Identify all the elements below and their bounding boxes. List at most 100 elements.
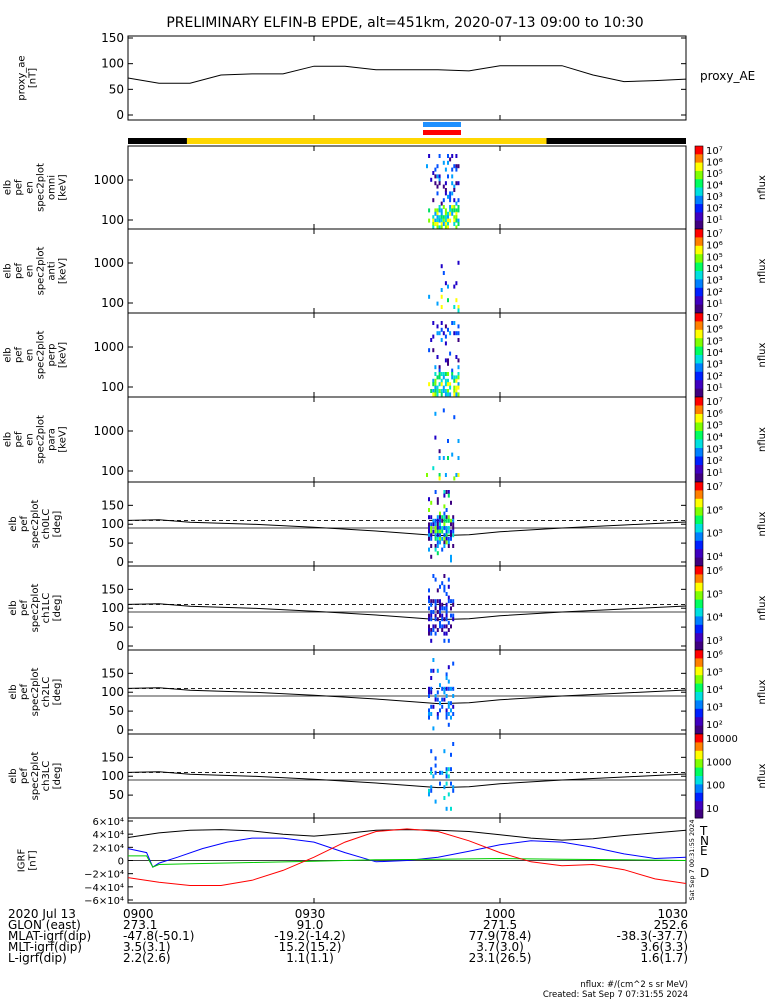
ch0-cell: [434, 518, 437, 523]
ch2-colorbar-seg: [695, 713, 703, 716]
para-colorbar-seg: [695, 407, 703, 411]
anti-colorbar-seg: [695, 268, 703, 272]
ch1-cell: [450, 599, 452, 604]
perp-cell: [432, 321, 435, 325]
bottom-row-value: 1030: [657, 907, 688, 921]
ch1-cell: [443, 624, 446, 629]
para-colorbar-tick: 10⁷: [706, 397, 723, 408]
bottom-row-value: -19.2(-14.2): [274, 929, 345, 943]
ch3-cell: [447, 767, 450, 772]
ch0-cell: [452, 518, 455, 523]
igrf-ytick-label: −4×10⁴: [84, 883, 124, 894]
omni-ylabel-word: en: [25, 181, 36, 194]
omni-cell: [447, 215, 449, 220]
ch3-cell: [445, 806, 448, 811]
para-colorbar-seg: [695, 473, 703, 477]
omni-cell: [436, 218, 439, 223]
ch2-cell: [432, 658, 435, 662]
ch0-colorbar-seg: [695, 505, 703, 508]
ch3-cell: [430, 770, 433, 775]
event-bar-blue: [423, 122, 461, 127]
perp-cell: [438, 375, 441, 380]
ch3-colorbar-seg: [695, 763, 703, 766]
ch0-cell: [430, 544, 433, 548]
ch2-colorbar-seg: [695, 668, 703, 672]
ch0-cell: [439, 511, 441, 516]
omni-colorbar-tick: 10⁶: [706, 158, 723, 169]
omni-cell: [453, 205, 456, 209]
perp-cell: [457, 372, 460, 376]
ch0-colorbar-seg: [695, 538, 703, 542]
ch0-colorbar-seg: [695, 540, 703, 544]
ch0-cell: [441, 526, 444, 530]
ch3-colorbar-seg: [695, 750, 703, 754]
ch1-cell: [434, 599, 437, 604]
para-colorbar-seg: [695, 462, 703, 466]
perp-cell: [444, 378, 447, 383]
anti-ylabel-word: anti: [47, 261, 58, 280]
ch3-colorbar-seg: [695, 813, 703, 817]
igrf-ytick-label: 6×10⁴: [93, 817, 124, 828]
ch0-cell: [428, 529, 430, 534]
ch1-losscone-line: [127, 603, 687, 621]
ch2-colorbar-seg: [695, 708, 703, 712]
ch1-cell: [441, 628, 444, 632]
perp-cell: [436, 331, 439, 336]
ch1-colorbar-seg: [695, 608, 703, 611]
ch2-colorbar-seg: [695, 664, 703, 668]
ch0-cell: [452, 522, 455, 527]
ch3-colorbar-seg: [695, 778, 703, 781]
ch0-cell: [436, 522, 439, 527]
ch2-cell: [447, 686, 450, 691]
ch0-cell: [443, 515, 446, 520]
ch2-colorbar-seg: [695, 731, 703, 735]
anti-colorbar-seg: [695, 294, 703, 297]
omni-cell: [455, 164, 458, 169]
ch0-cell: [430, 500, 433, 505]
ch1-cell: [439, 599, 441, 604]
omni-cell: [455, 225, 458, 230]
perp-colorbar-seg: [695, 329, 703, 333]
anti-colorbar-tick: 10⁴: [706, 264, 723, 275]
ch1-colorbar-seg: [695, 637, 703, 640]
omni-cell: [444, 191, 447, 196]
ch0-cell: [436, 515, 439, 520]
ch1-colorbar-seg: [695, 620, 703, 624]
omni-colorbar-seg: [695, 204, 703, 207]
para-cell: [457, 473, 460, 477]
omni-colorbar-seg: [695, 164, 703, 168]
omni-cell: [453, 184, 456, 189]
omni-cell: [449, 191, 452, 196]
ch0-cell: [436, 497, 439, 502]
bottom-row-value: -47.8(-50.1): [123, 929, 194, 943]
perp-cell: [432, 378, 435, 383]
ch3-colorbar-tick: 10000: [706, 734, 738, 745]
perp-colorbar-seg: [695, 371, 703, 375]
ch0-cell: [445, 529, 448, 534]
omni-cell: [444, 167, 447, 172]
ch1-cell: [445, 592, 448, 596]
ch3-colorbar-seg: [695, 805, 703, 808]
ch0-cell: [447, 529, 450, 534]
omni-colorbar-seg: [695, 154, 703, 157]
perp-cell: [447, 361, 449, 366]
perp-cell: [449, 385, 452, 390]
para-colorbar-seg: [695, 477, 703, 481]
perp-cell: [432, 334, 435, 339]
omni-colorbar-seg: [695, 222, 703, 226]
omni-ytick-label: 1000: [93, 173, 124, 187]
ch1-cell: [432, 599, 435, 604]
ch1-cell: [445, 606, 448, 611]
ch2-colorbar-seg: [695, 671, 703, 674]
omni-colorbar-seg: [695, 193, 703, 197]
ch2-cell: [447, 722, 450, 727]
ch1-colorbar-seg: [695, 635, 703, 638]
anti-cell: [453, 284, 456, 289]
ch0-colorbar-seg: [695, 563, 703, 567]
anti-colorbar-seg: [695, 273, 703, 276]
perp-colorbar-seg: [695, 336, 703, 339]
anti-colorbar-seg: [695, 229, 703, 232]
anti-colorbar-seg: [695, 300, 703, 303]
ch2-cell: [439, 683, 441, 688]
ch3-colorbar-seg: [695, 734, 703, 737]
